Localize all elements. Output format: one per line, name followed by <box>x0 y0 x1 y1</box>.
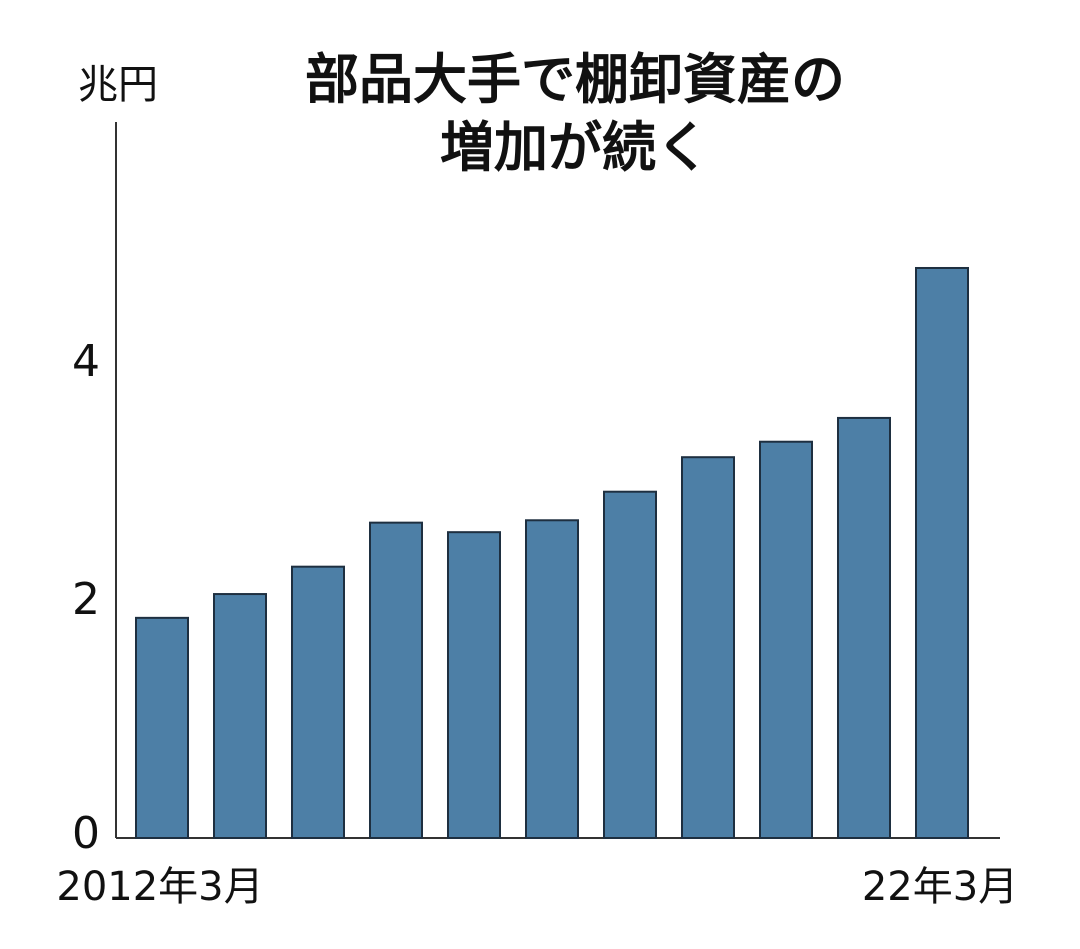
bar-5 <box>525 519 579 840</box>
y-axis-unit-label: 兆円 <box>78 62 158 108</box>
chart-title-line-2: 増加が続く <box>440 116 710 179</box>
x-label-last: 22年3月 <box>862 864 1018 910</box>
bar-1 <box>213 593 267 839</box>
bar-8 <box>759 440 813 839</box>
y-tick-label-0: 0 <box>72 808 100 859</box>
y-tick-label-4: 4 <box>72 336 100 387</box>
bar-series <box>135 266 969 840</box>
bar-9 <box>837 416 891 839</box>
bar-0 <box>135 616 189 839</box>
bar-4 <box>447 531 501 839</box>
bar-7 <box>681 456 735 839</box>
bar-3 <box>369 521 423 840</box>
bar-2 <box>291 565 345 839</box>
y-tick-label-2: 2 <box>72 574 100 625</box>
x-label-first: 2012年3月 <box>56 864 263 910</box>
bar-10 <box>915 266 969 839</box>
chart-title-line-1: 部品大手で棚卸資産の <box>305 48 845 111</box>
bar-6 <box>603 490 657 839</box>
